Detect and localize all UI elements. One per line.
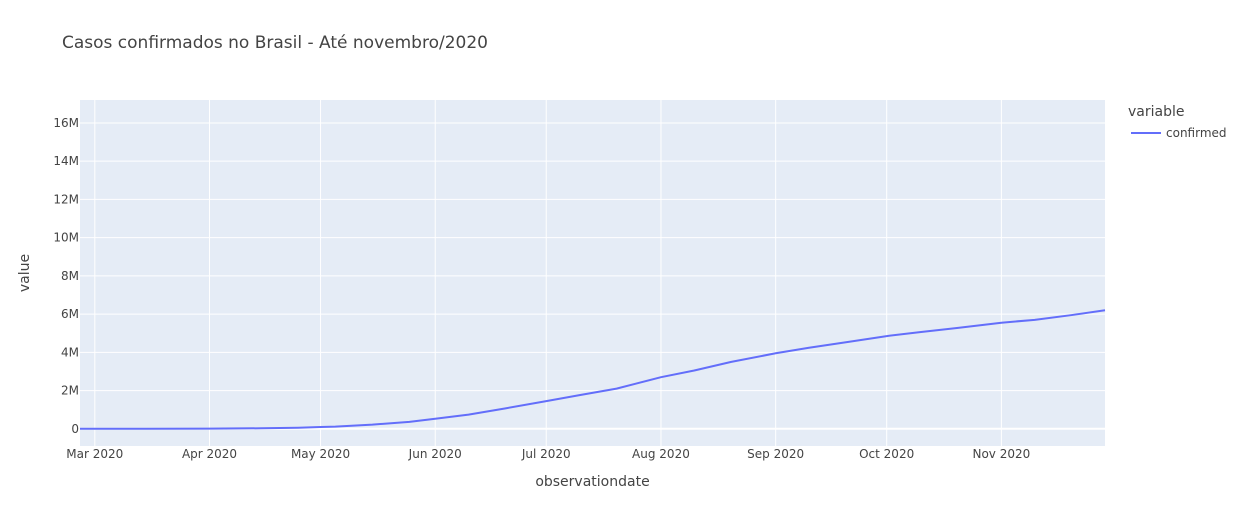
x-tick-label: Sep 2020: [747, 447, 804, 461]
x-tick-label: Jul 2020: [521, 447, 571, 461]
y-tick-label: 12M: [53, 192, 79, 206]
series-layer: [79, 309, 1106, 430]
x-tick-label: May 2020: [291, 447, 350, 461]
x-tick-label: Jun 2020: [408, 447, 462, 461]
y-axis-ticks: 0 2M 4M 6M 8M 10M 12M 14M 16M: [53, 116, 79, 436]
x-tick-label: Mar 2020: [66, 447, 123, 461]
legend-title: variable: [1128, 104, 1185, 120]
y-tick-label: 4M: [61, 345, 79, 359]
series-line-confirmed[interactable]: [79, 309, 1106, 430]
x-tick-label: Nov 2020: [972, 447, 1030, 461]
x-tick-label: Apr 2020: [182, 447, 237, 461]
legend-swatch: [1131, 132, 1161, 134]
grid-lines: [80, 100, 1105, 446]
chart-title: Casos confirmados no Brasil - Até novemb…: [62, 33, 488, 53]
y-tick-label: 8M: [61, 269, 79, 283]
y-tick-label: 2M: [61, 384, 79, 398]
y-tick-label: 10M: [53, 231, 79, 245]
legend-label: confirmed: [1166, 126, 1227, 140]
y-tick-label: 16M: [53, 116, 79, 130]
y-tick-label: 0: [71, 422, 79, 436]
y-axis-label: value: [17, 254, 33, 292]
x-tick-label: Oct 2020: [859, 447, 914, 461]
x-axis-ticks: Mar 2020 Apr 2020 May 2020 Jun 2020 Jul 2020…: [66, 447, 1030, 461]
y-tick-label: 6M: [61, 307, 79, 321]
x-tick-label: Aug 2020: [632, 447, 690, 461]
y-tick-label: 14M: [53, 154, 79, 168]
legend-item-confirmed[interactable]: confirmed: [1131, 125, 1227, 141]
plot-area: [80, 100, 1105, 446]
x-axis-label: observationdate: [535, 474, 649, 490]
